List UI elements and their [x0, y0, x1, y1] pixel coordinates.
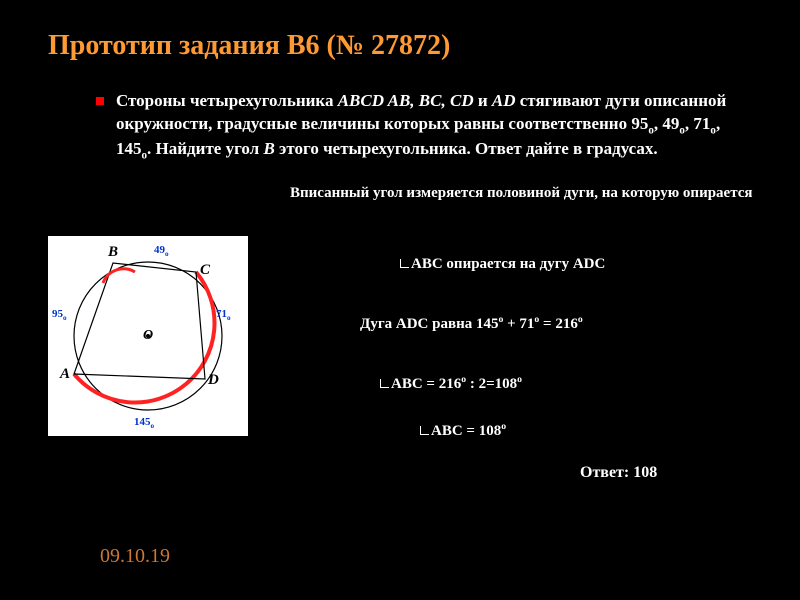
angle-icon-2 [380, 379, 389, 388]
s3b: : 2=108 [466, 376, 517, 392]
arc-71: 71o [216, 308, 231, 322]
answer-label: Ответ: 108 [580, 464, 657, 482]
slide-date: 09.10.19 [100, 545, 170, 568]
label-A: A [60, 366, 70, 383]
label-B: B [108, 244, 118, 261]
angle-icon-3 [420, 426, 429, 435]
content-area: Вписанный угол измеряется половиной дуги… [0, 164, 800, 544]
solution-line-3: ABC = 216o : 2=108o [380, 374, 522, 393]
s2c: + 71 [503, 316, 534, 332]
theorem-note: Вписанный угол измеряется половиной дуги… [290, 184, 753, 204]
angle-b-marker [103, 268, 135, 282]
arc-49: 49o [154, 244, 169, 258]
problem-block: Стороны четырехугольника ABCD AB, BC, CD… [0, 62, 800, 164]
s2d3: o [578, 314, 583, 325]
s1b: ADC [569, 256, 605, 272]
solution-line-1: ABC опирается на дугу ADC [400, 256, 605, 273]
s3a: ABC = 216 [391, 376, 461, 392]
p-t7: этого четырехугольника. Ответ дайте в гр… [275, 139, 658, 158]
p-t3: , 49 [654, 114, 680, 133]
slide-title: Прототип задания B6 (№ 27872) [0, 0, 800, 62]
circle-diagram: A B C D O 95o 49o 71o 145o [48, 236, 248, 436]
p-t6: . Найдите угол [147, 139, 263, 158]
angle-icon [400, 259, 409, 268]
s2b: 145 [472, 316, 498, 332]
s1a: ABC опирается на дугу [411, 256, 569, 272]
p-t1: Стороны четырехугольника [116, 91, 338, 110]
quadrilateral [74, 263, 205, 379]
solution-line-2: Дуга ADC равна 145o + 71o = 216o [360, 314, 583, 333]
label-O: O [143, 328, 153, 344]
arc-145: 145o [134, 416, 154, 430]
problem-text: Стороны четырехугольника ABCD AB, BC, CD… [116, 90, 752, 164]
p-quad: ABCD [338, 91, 384, 110]
label-D: D [208, 372, 219, 389]
s4d1: o [501, 421, 506, 432]
p-sides: AB, BC, CD [384, 91, 474, 110]
p-B: B [263, 139, 274, 158]
bullet-icon [96, 97, 104, 105]
arc-95: 95o [52, 308, 67, 322]
s3d2: o [517, 374, 522, 385]
s4a: ABC = 108 [431, 423, 501, 439]
s2a: Дуга ADC равна [360, 316, 472, 332]
p-and: и [474, 91, 492, 110]
p-ad: AD [492, 91, 516, 110]
label-C: C [200, 262, 210, 279]
s2d: = 216 [539, 316, 578, 332]
solution-line-4: ABC = 108o [420, 421, 506, 440]
p-t4: , 71 [685, 114, 711, 133]
